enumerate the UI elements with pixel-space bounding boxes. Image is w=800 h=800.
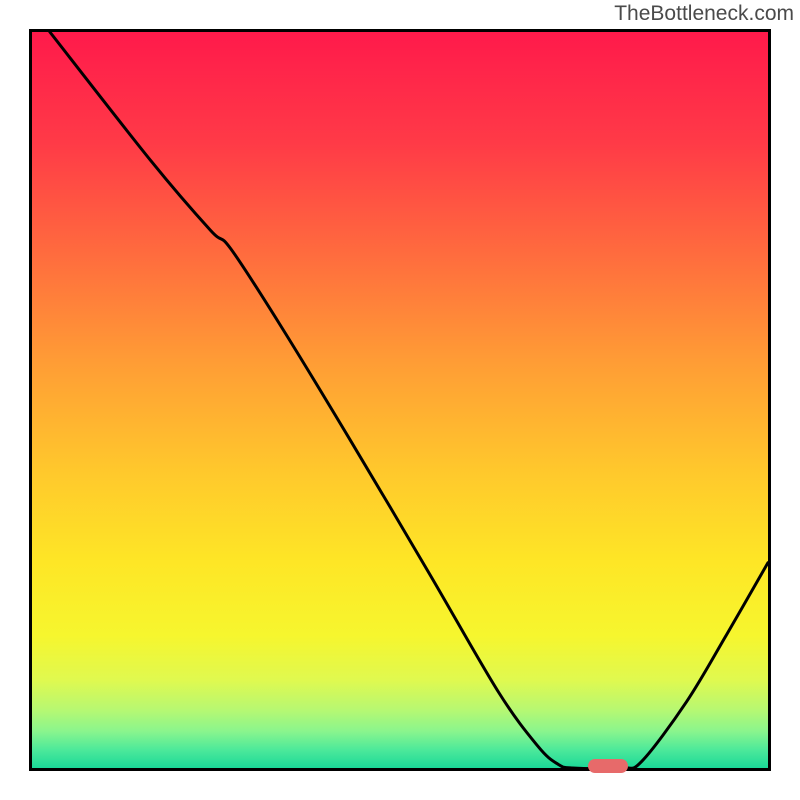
optimal-point-marker xyxy=(588,759,628,773)
attribution-text: TheBottleneck.com xyxy=(614,2,794,26)
bottleneck-chart xyxy=(29,29,771,771)
bottleneck-curve xyxy=(32,32,768,768)
